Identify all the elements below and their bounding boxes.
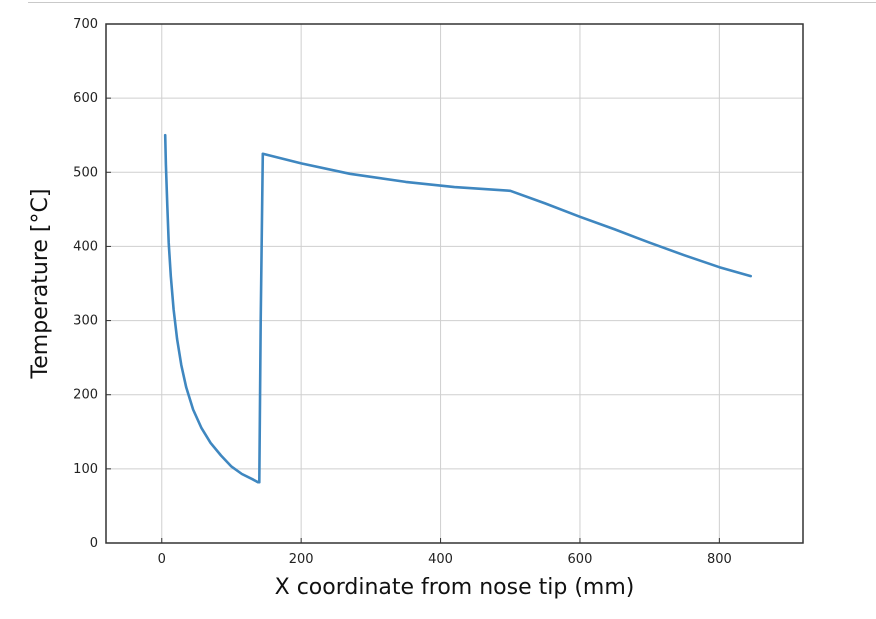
x-axis-ticks: 0 200 400 600 800	[158, 538, 732, 567]
top-divider	[28, 2, 876, 3]
y-tick-label: 600	[73, 91, 98, 106]
y-tick-label: 400	[73, 239, 98, 254]
y-tick-label: 500	[73, 165, 98, 180]
x-tick-label: 0	[158, 552, 166, 567]
x-tick-label: 400	[428, 552, 453, 567]
series-line	[163, 133, 752, 484]
x-tick-label: 600	[568, 552, 593, 567]
grid	[106, 24, 803, 543]
y-tick-label: 0	[90, 536, 98, 551]
plot-frame	[105, 23, 804, 544]
y-tick-label: 100	[73, 462, 98, 477]
y-tick-label: 700	[73, 17, 98, 32]
x-axis-label: X coordinate from nose tip (mm)	[275, 575, 635, 600]
y-tick-label: 300	[73, 314, 98, 329]
y-tick-label: 200	[73, 388, 98, 403]
y-axis-ticks: 0 100 200 300 400 500 600 700	[73, 17, 111, 551]
x-tick-label: 800	[707, 552, 732, 567]
x-tick-label: 200	[289, 552, 314, 567]
series-group	[163, 133, 752, 484]
y-axis-label: Temperature [°C]	[28, 189, 53, 380]
